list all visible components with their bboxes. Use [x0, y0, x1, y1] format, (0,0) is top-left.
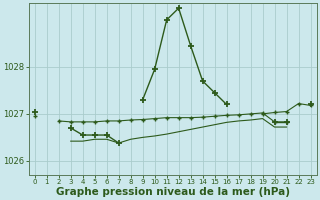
X-axis label: Graphe pression niveau de la mer (hPa): Graphe pression niveau de la mer (hPa): [56, 187, 290, 197]
